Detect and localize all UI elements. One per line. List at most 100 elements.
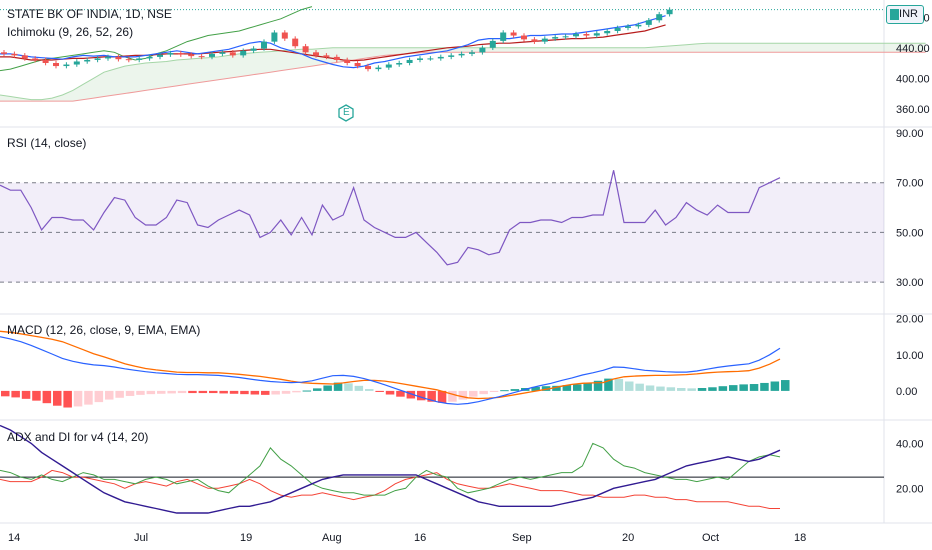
- cloud-segment: [769, 43, 780, 53]
- macd-histogram-bar: [666, 387, 676, 391]
- price-tick-label: 400.00: [896, 73, 930, 85]
- candle-body: [198, 56, 205, 58]
- macd-histogram-bar: [396, 390, 405, 397]
- macd-histogram-bar: [739, 384, 748, 391]
- macd-histogram-bar: [188, 390, 197, 394]
- cloud-segment: [665, 45, 676, 53]
- cloud-segment: [228, 53, 240, 79]
- cloud-segment: [332, 47, 344, 63]
- macd-histogram-bar: [437, 390, 447, 403]
- cloud-segment: [312, 48, 323, 67]
- cloud-segment: [603, 47, 614, 53]
- cloud-segment: [540, 47, 552, 53]
- macd-histogram-bar: [510, 389, 520, 391]
- candle-body: [333, 56, 340, 60]
- macd-histogram-bar: [354, 385, 364, 391]
- currency-marker-icon: [890, 9, 899, 20]
- macd-histogram-bar: [770, 381, 780, 391]
- candle-body: [115, 56, 122, 60]
- cloud-segment: [104, 69, 115, 97]
- candle-body: [365, 66, 371, 70]
- macd-histogram-bar: [635, 383, 644, 391]
- candle-body: [375, 67, 382, 70]
- macd-histogram-bar: [448, 390, 457, 402]
- cloud-segment: [811, 43, 822, 53]
- candle-body: [21, 55, 28, 59]
- candle-body: [406, 59, 413, 63]
- time-tick-label: 16: [414, 532, 426, 544]
- macd-histogram-bar: [344, 383, 353, 391]
- adx-legend[interactable]: ADX and DI for v4 (14, 20): [7, 430, 149, 444]
- cloud-segment: [728, 43, 739, 53]
- cloud-segment: [52, 95, 63, 102]
- macd-histogram-bar: [489, 390, 499, 392]
- candle-body: [614, 27, 621, 31]
- macd-legend[interactable]: MACD (12, 26, close, 9, EMA, EMA): [7, 323, 201, 337]
- cloud-segment: [800, 43, 812, 53]
- cloud-segment: [145, 62, 156, 91]
- cloud-segment: [696, 43, 708, 53]
- cloud-segment: [707, 43, 718, 53]
- macd-tick-label: 20.00: [896, 314, 924, 326]
- macd-signal-line: [0, 330, 781, 400]
- macd-histogram-bar: [656, 386, 665, 391]
- candle-body: [292, 38, 299, 47]
- cloud-segment: [499, 47, 510, 53]
- cloud-segment: [759, 43, 770, 53]
- candle-body: [531, 39, 538, 42]
- macd-histogram-bar: [541, 386, 551, 391]
- candle-body: [666, 9, 673, 15]
- conversion-line: [0, 15, 666, 69]
- cloud-segment: [738, 43, 749, 53]
- minus-di-line: [0, 469, 780, 509]
- candle-body: [1, 52, 7, 54]
- macd-histogram-bar: [261, 390, 270, 395]
- cloud-segment: [904, 43, 916, 53]
- cloud-segment: [748, 43, 760, 53]
- macd-histogram-bar: [136, 390, 145, 395]
- candle-body: [562, 36, 569, 38]
- cloud-segment: [364, 47, 375, 59]
- candle-body: [656, 14, 663, 21]
- macd-histogram-bar: [469, 390, 478, 397]
- cloud-segment: [915, 43, 926, 53]
- macd-histogram-bar: [406, 390, 416, 399]
- leading-span-b-line: [0, 51, 926, 102]
- candle-body: [73, 61, 80, 65]
- time-tick-label: 19: [240, 532, 252, 544]
- candle-body: [437, 56, 444, 59]
- symbol-title[interactable]: STATE BK OF INDIA, 1D, NSE: [7, 7, 172, 21]
- rsi-legend[interactable]: RSI (14, close): [7, 136, 87, 150]
- price-tick-label: 440.00: [896, 43, 930, 55]
- currency-badge[interactable]: INR: [886, 5, 924, 24]
- macd-histogram-bar: [375, 390, 384, 392]
- candle-body: [229, 52, 236, 56]
- macd-histogram-bar: [281, 390, 291, 394]
- ichimoku-legend[interactable]: Ichimoku (9, 26, 52, 26): [7, 25, 134, 39]
- macd-histogram-bar: [479, 390, 488, 395]
- earnings-marker-icon[interactable]: E: [338, 104, 354, 122]
- cloud-segment: [676, 44, 687, 53]
- adx-line: [0, 424, 781, 514]
- macd-histogram-bar: [365, 389, 374, 391]
- leading-span-a-line: [0, 42, 926, 101]
- cloud-segment: [717, 43, 728, 53]
- macd-histogram-bar: [302, 390, 312, 392]
- macd-histogram-bar: [94, 390, 104, 403]
- candle-body: [396, 63, 403, 65]
- cloud-segment: [239, 53, 250, 77]
- adx-tick-label: 20.00: [896, 483, 924, 495]
- candle-body: [53, 63, 59, 67]
- currency-label: INR: [899, 8, 918, 20]
- cloud-segment: [343, 47, 354, 62]
- macd-histogram-bar: [718, 386, 728, 391]
- macd-histogram-bar: [593, 380, 603, 391]
- candle-body: [281, 32, 288, 39]
- price-tick-label: 360.00: [896, 104, 930, 116]
- macd-histogram-bar: [417, 390, 426, 401]
- macd-histogram-bar: [125, 390, 135, 396]
- cloud-segment: [156, 61, 167, 89]
- candle-body: [583, 34, 590, 36]
- macd-histogram-bar: [645, 385, 655, 391]
